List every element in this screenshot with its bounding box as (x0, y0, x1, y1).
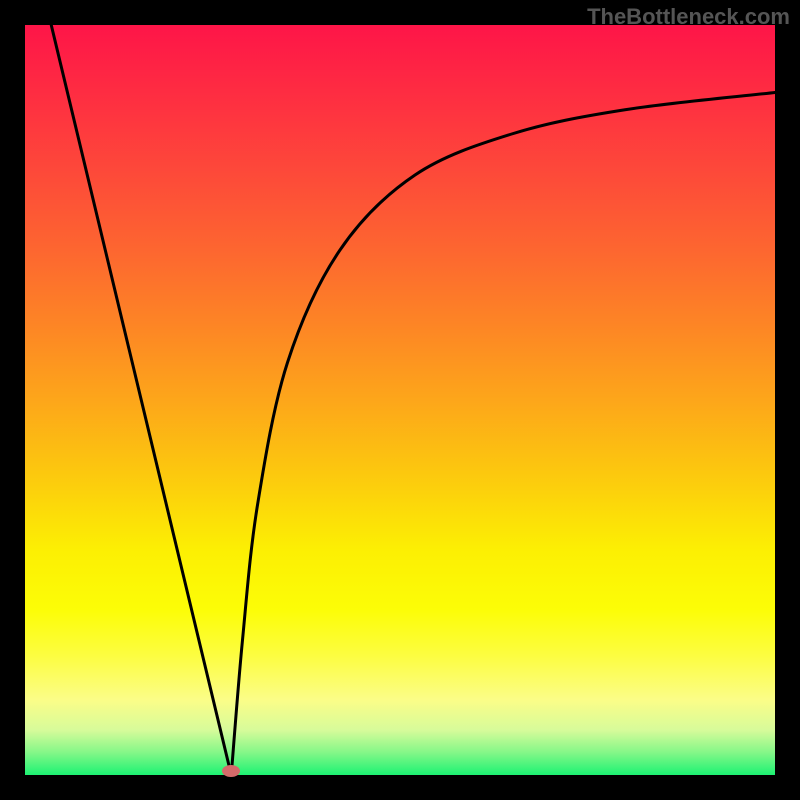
watermark-label: TheBottleneck.com (587, 4, 790, 30)
curve-minimum-marker (222, 765, 240, 777)
bottleneck-curve (0, 0, 800, 800)
bottleneck-chart: TheBottleneck.com (0, 0, 800, 800)
